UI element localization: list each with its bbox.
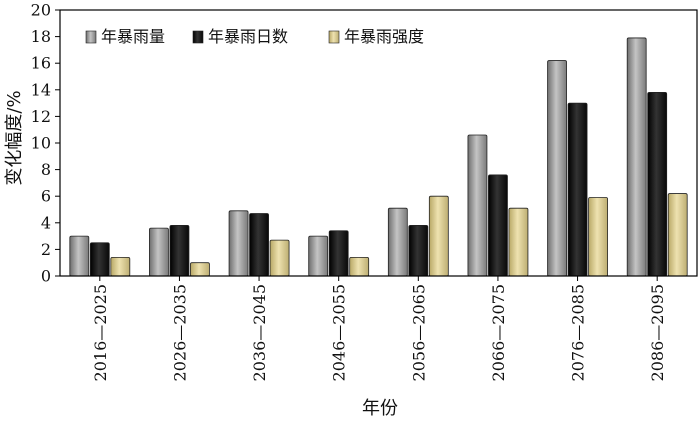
- bar-s0: [308, 235, 329, 277]
- legend-label: 年暴雨量: [101, 27, 165, 46]
- legend: 年暴雨量 年暴雨日数 年暴雨强度: [85, 27, 424, 46]
- x-tick-label: 2026—2035: [170, 284, 189, 381]
- x-tick-label: 2086—2095: [648, 284, 667, 381]
- y-tick-label: 10: [31, 134, 51, 153]
- bar-s1: [408, 225, 429, 277]
- bar-s0: [547, 60, 567, 277]
- bars-layer: [69, 37, 688, 277]
- bar-s0: [387, 207, 408, 277]
- bar-s0: [149, 227, 169, 277]
- x-axis-title: 年份: [362, 398, 398, 419]
- bar-s2: [190, 262, 210, 277]
- bar-s1: [567, 102, 588, 277]
- bar-s0: [467, 134, 488, 277]
- bar-s0: [69, 235, 90, 277]
- y-tick-label: 14: [31, 80, 51, 99]
- bar-s1: [89, 242, 110, 277]
- y-tick-label: 0: [41, 267, 51, 286]
- y-tick-label: 20: [31, 1, 51, 20]
- y-tick-label: 16: [31, 54, 51, 73]
- bar-s2: [667, 193, 688, 277]
- y-tick-label: 2: [41, 240, 51, 259]
- legend-label: 年暴雨强度: [344, 27, 424, 46]
- x-tick-label: 2056—2065: [409, 284, 428, 381]
- bar-s1: [249, 213, 269, 277]
- x-tick-label: 2046—2055: [330, 284, 349, 381]
- bar-s2: [588, 197, 608, 277]
- y-tick-label: 12: [31, 107, 51, 126]
- bar-s0: [626, 37, 647, 277]
- legend-swatch: [328, 30, 340, 44]
- bar-s2: [508, 207, 529, 277]
- y-axis-title: 变化幅度/%: [4, 90, 25, 185]
- x-tick-label: 2076—2085: [569, 284, 588, 381]
- bar-s2: [269, 239, 290, 277]
- y-axis-ticks: 0 2 4 6 8 10 12 14 16 18 20: [31, 1, 60, 286]
- x-tick-label: 2036—2045: [250, 284, 269, 381]
- bar-s0: [228, 210, 249, 277]
- bar-s2: [428, 195, 449, 277]
- x-tick-label: 2016—2025: [91, 284, 110, 381]
- x-tick-label: 2066—2075: [489, 284, 508, 381]
- bar-s1: [328, 230, 349, 277]
- bar-s2: [110, 256, 131, 277]
- bar-s2: [349, 256, 370, 277]
- y-tick-label: 18: [31, 27, 51, 46]
- legend-label: 年暴雨日数: [208, 27, 288, 46]
- plot-frame: [59, 9, 698, 277]
- bar-s1: [647, 92, 668, 277]
- legend-swatch: [85, 30, 97, 44]
- y-tick-label: 8: [41, 160, 51, 179]
- legend-swatch: [192, 30, 204, 44]
- x-axis-ticks: 2016—2025 2026—2035 2036—2045 2046—2055 2056…: [91, 276, 667, 381]
- y-tick-label: 6: [41, 187, 51, 206]
- bar-s1: [169, 225, 190, 277]
- bar-s1: [488, 174, 508, 277]
- y-tick-label: 4: [41, 213, 51, 232]
